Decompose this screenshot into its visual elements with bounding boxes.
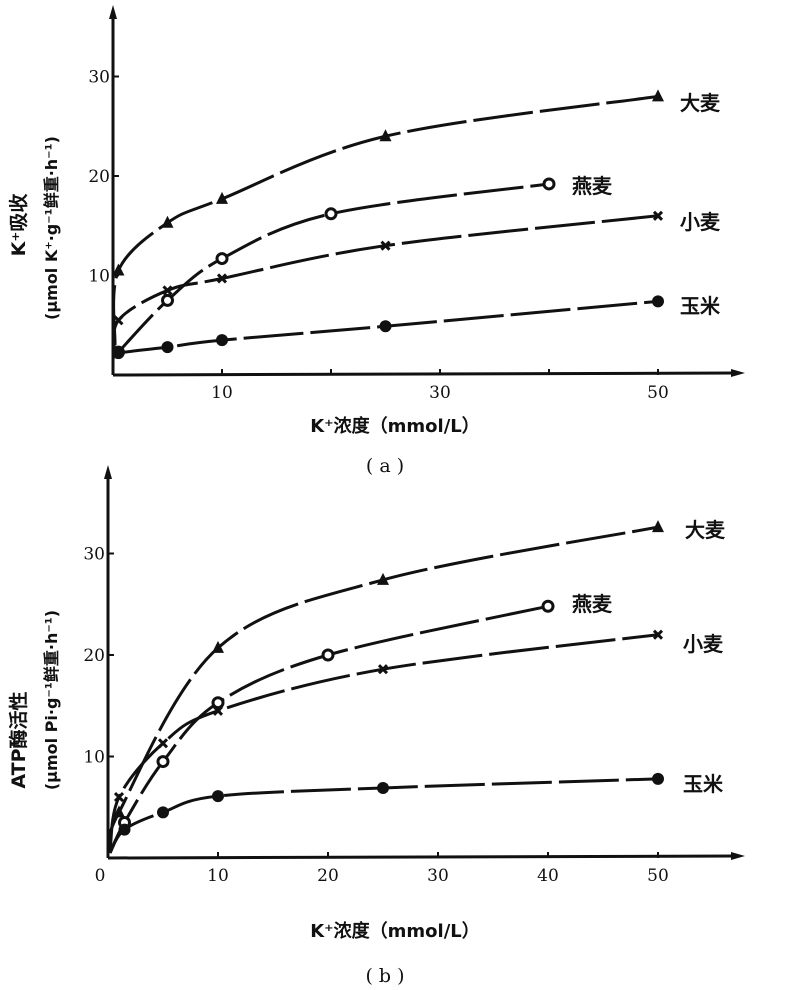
x-marker <box>212 705 224 716</box>
y-axis-arrow-a <box>109 5 117 19</box>
y-axis-units-a: (μmol K⁺·g⁻¹鲜重·h⁻¹) <box>42 136 61 320</box>
x-tick-label-a: 50 <box>647 383 669 403</box>
triangle-marker <box>379 129 392 142</box>
x-axis-arrow-b <box>731 852 745 860</box>
x-marker <box>377 664 389 675</box>
x-marker <box>652 210 664 221</box>
x-tick-label-b: 20 <box>317 866 339 886</box>
x-marker <box>162 285 173 296</box>
circle-marker <box>215 252 229 266</box>
triangle-marker <box>216 191 228 204</box>
x-axis-title-a: K⁺浓度（mmol/L） <box>310 415 480 437</box>
x-axis-arrow-a <box>731 369 745 377</box>
dot-marker <box>216 334 228 347</box>
y-tick-label-b: 20 <box>83 646 105 666</box>
x-marker <box>113 792 125 803</box>
y-axis-title-a: K⁺吸收 <box>7 194 30 257</box>
x-marker <box>216 273 228 284</box>
x-marker <box>157 738 169 749</box>
y-axis-units-b: (μmol Pi·g⁻¹鲜重·h⁻¹) <box>42 610 61 790</box>
y-tick-label-a: 30 <box>88 68 110 88</box>
dot-marker <box>379 320 392 333</box>
circle-marker <box>324 207 338 221</box>
series-label-a: 大麦 <box>680 91 721 115</box>
circle-marker <box>542 177 556 191</box>
triangle-marker <box>652 89 664 102</box>
series-label-a: 小麦 <box>680 210 721 234</box>
series-label-a: 玉米 <box>680 294 721 318</box>
series-label-b: 燕麦 <box>572 592 613 616</box>
triangle-marker <box>212 640 224 653</box>
x-marker <box>113 315 124 326</box>
triangle-marker <box>112 263 125 276</box>
x-tick-label-b: 0 <box>95 866 106 886</box>
panel-caption-a: ( a ) <box>366 455 404 477</box>
circle-marker <box>161 293 174 307</box>
dot-marker <box>212 790 224 803</box>
triangle-marker <box>377 572 389 585</box>
series-line-小麦-a <box>112 214 659 358</box>
dot-marker <box>118 823 131 836</box>
series-label-a: 燕麦 <box>572 174 613 198</box>
series-label-b: 玉米 <box>683 772 724 796</box>
x-axis-title-b: K⁺浓度（mmol/L） <box>310 920 480 942</box>
dot-marker <box>161 341 174 354</box>
x-axis-a <box>112 371 738 377</box>
y-axis-arrow-b <box>104 465 112 479</box>
x-tick-label-b: 40 <box>537 866 559 886</box>
y-tick-label-a: 20 <box>88 167 110 187</box>
series-label-b: 大麦 <box>685 518 726 542</box>
circle-marker <box>321 648 335 662</box>
panel-caption-b: ( b ) <box>365 965 404 987</box>
triangle-marker <box>652 520 664 533</box>
dot-marker <box>112 347 125 360</box>
x-tick-label-b: 10 <box>207 866 229 886</box>
x-tick-label-b: 50 <box>647 866 669 886</box>
x-tick-label-a: 30 <box>429 383 451 403</box>
y-tick-label-b: 30 <box>83 545 105 565</box>
x-marker <box>380 240 391 251</box>
dot-marker <box>652 295 664 308</box>
y-axis-title-b: ATP酶活性 <box>7 691 30 788</box>
dot-marker <box>157 806 169 819</box>
dot-marker <box>652 772 664 785</box>
chart-panel-b: ATP酶活性 (μmol Pi·g⁻¹鲜重·h⁻¹) K⁺浓度（mmol/L） … <box>7 465 745 987</box>
triangle-marker <box>161 215 174 228</box>
x-axis-b <box>107 854 738 860</box>
y-tick-label-b: 10 <box>83 748 105 768</box>
chart-panel-a: K⁺吸收 (μmol K⁺·g⁻¹鲜重·h⁻¹) K⁺浓度（mmol/L） ( … <box>7 5 745 477</box>
circle-marker <box>156 755 170 769</box>
circle-marker <box>211 696 225 710</box>
series-label-b: 小麦 <box>683 632 724 656</box>
x-tick-label-a: 10 <box>211 383 233 403</box>
y-tick-label-a: 10 <box>88 267 110 287</box>
series-line-燕麦-b <box>108 604 549 854</box>
x-marker <box>652 629 664 640</box>
x-tick-label-b: 30 <box>427 866 449 886</box>
triangle-marker <box>113 805 125 818</box>
circle-marker <box>541 599 555 613</box>
dot-marker <box>377 781 389 794</box>
